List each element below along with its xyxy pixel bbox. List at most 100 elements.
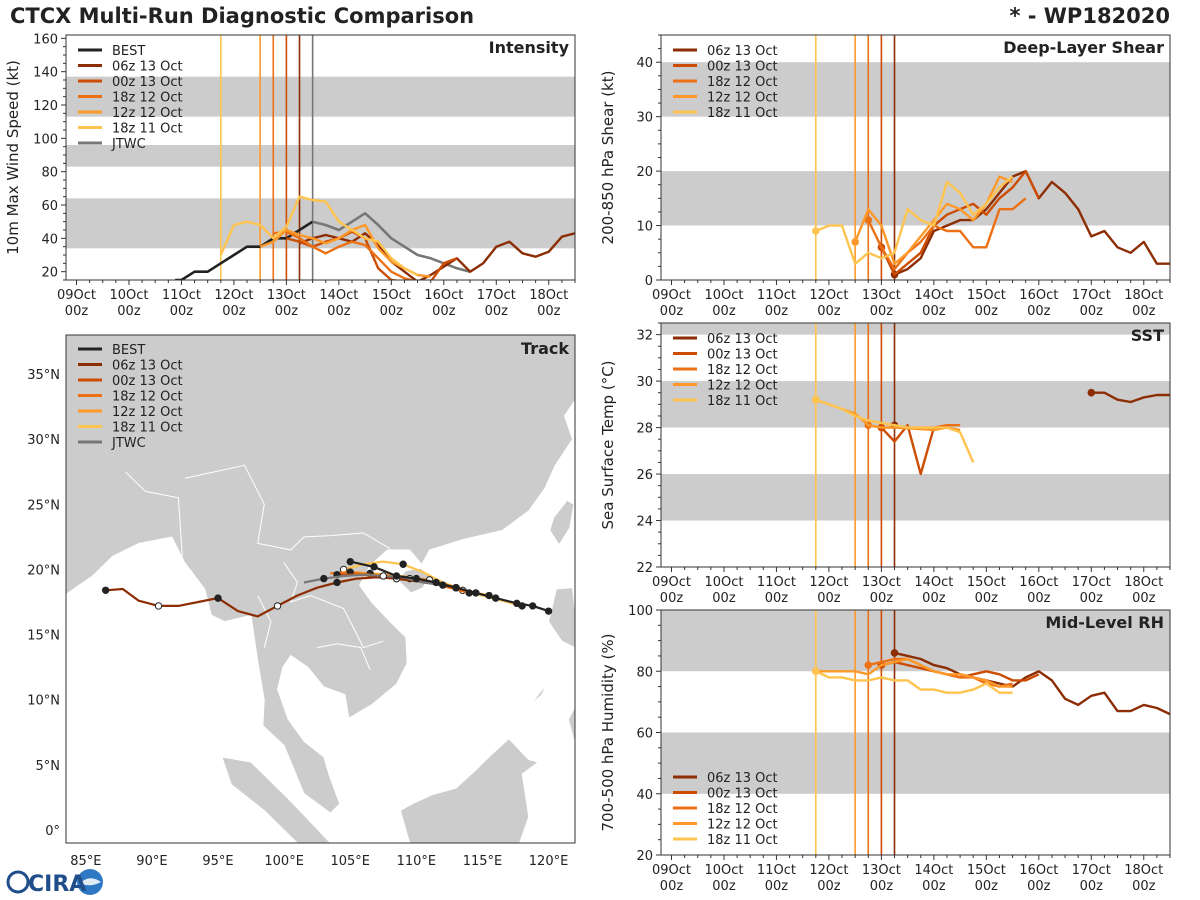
legend-label-00z-13-oct: 00z 13 Oct — [707, 348, 778, 363]
x-tick-label: 12Oct — [809, 863, 848, 878]
rh-band-1 — [661, 610, 1170, 672]
sst-band-1 — [661, 381, 1170, 428]
x-tick-label-hour: 00z — [817, 879, 841, 894]
x-tick-label: 11Oct — [757, 288, 796, 303]
intensity-series-best-0 — [175, 220, 314, 280]
x-tick-label-hour: 00z — [117, 304, 141, 319]
x-tick-label: 14Oct — [914, 575, 953, 590]
track-point-06z-13-oct — [333, 578, 341, 587]
x-tick-label: 13Oct — [862, 575, 901, 590]
lat-label: 15°N — [27, 629, 60, 644]
track-point-best — [412, 574, 421, 583]
x-tick-label-hour: 00z — [327, 304, 351, 319]
x-tick-label: 13Oct — [267, 288, 306, 303]
x-tick-label-hour: 00z — [765, 304, 789, 319]
y-tick-label: 32 — [636, 329, 653, 344]
x-tick-label-hour: 00z — [922, 304, 946, 319]
x-tick-label: 16Oct — [424, 288, 463, 303]
track-point-06z-13-oct — [154, 602, 163, 610]
x-tick-label: 10Oct — [704, 575, 743, 590]
x-tick-label-hour: 00z — [712, 304, 736, 319]
track-panel-title: Track — [521, 339, 569, 358]
track-point-best — [452, 583, 460, 592]
intensity-band-1 — [66, 145, 575, 167]
x-tick-label-hour: 00z — [922, 879, 946, 894]
shear-band-0 — [661, 171, 1170, 226]
intensity-x-axis: 09Oct00z10Oct00z11Oct00z12Oct00z13Oct00z… — [57, 280, 576, 319]
sst-start-marker-18z-11-oct-5 — [811, 395, 820, 404]
legend-label-12z-12-oct: 12z 12 Oct — [112, 106, 183, 121]
x-tick-label-hour: 00z — [870, 879, 894, 894]
x-tick-label-hour: 00z — [1027, 591, 1051, 606]
y-tick-label: 28 — [636, 422, 653, 437]
x-tick-label-hour: 00z — [817, 304, 841, 319]
land-sri-lanka — [18, 704, 43, 752]
intensity-y-axis: 20 40 60 80 100 120 140 160 — [33, 32, 66, 281]
y-tick-label: 120 — [33, 99, 58, 114]
x-tick-label-hour: 00z — [485, 304, 509, 319]
x-tick-label: 14Oct — [914, 288, 953, 303]
x-tick-label: 12Oct — [214, 288, 253, 303]
x-tick-label-hour: 00z — [170, 304, 194, 319]
intensity-frame — [65, 34, 576, 281]
shear-start-marker-18z-12-oct-2 — [864, 216, 873, 224]
lat-label: 20°N — [27, 563, 60, 578]
sst-series-06z-13-oct-1 — [1091, 391, 1170, 404]
y-tick-label: 160 — [33, 32, 58, 47]
legend-label-00z-13-oct: 00z 13 Oct — [707, 787, 778, 802]
y-tick-label: 40 — [41, 232, 58, 247]
shear-y-label: 200-850 hPa Shear (kt) — [599, 71, 617, 245]
x-tick-label: 10Oct — [704, 863, 743, 878]
legend-label-18z-12-oct: 18z 12 Oct — [707, 363, 778, 378]
y-tick-label: 100 — [628, 604, 653, 619]
sst-x-axis: 09Oct00z10Oct00z11Oct00z12Oct00z13Oct00z… — [652, 567, 1171, 606]
x-tick-label-hour: 00z — [712, 879, 736, 894]
y-tick-label: 0 — [645, 274, 653, 289]
rh-start-marker-18z-12-oct-2 — [864, 661, 873, 669]
land-taiwan — [549, 499, 575, 546]
track-point-best — [370, 563, 378, 571]
x-tick-label: 15Oct — [967, 575, 1006, 590]
x-tick-label: 16Oct — [1019, 575, 1058, 590]
x-tick-label: 10Oct — [704, 288, 743, 303]
sst-band-0 — [661, 474, 1170, 521]
lat-label: 25°N — [27, 498, 60, 513]
legend-label-12z-12-oct: 12z 12 Oct — [707, 379, 778, 394]
land-asia-mainland — [66, 335, 575, 814]
lon-label: 110°E — [397, 854, 437, 869]
legend-label-18z-11-oct: 18z 11 Oct — [707, 833, 778, 848]
x-tick-label: 17Oct — [1072, 575, 1111, 590]
shear-panel-title: Deep-Layer Shear — [1003, 38, 1164, 57]
shear-start-marker-12z-12-oct-3 — [851, 238, 859, 246]
x-tick-label: 18Oct — [529, 288, 568, 303]
shear-start-marker-18z-11-oct-4 — [811, 227, 820, 235]
lat-label: 30°N — [27, 433, 60, 448]
legend-label-12z-12-oct: 12z 12 Oct — [707, 91, 778, 106]
y-tick-label: 140 — [33, 66, 58, 81]
legend-label-jtwc: JTWC — [111, 137, 146, 152]
x-tick-label: 12Oct — [809, 288, 848, 303]
country-border-3 — [317, 643, 371, 670]
rh-start-marker-06z-13-oct-0 — [890, 649, 899, 657]
lat-label: 35°N — [27, 368, 60, 383]
lon-label: 100°E — [264, 854, 304, 869]
country-border-4 — [125, 471, 183, 557]
legend-label-06z-13-oct: 06z 13 Oct — [112, 359, 183, 374]
sst-start-marker-06z-13-oct-1 — [1087, 388, 1096, 397]
shear-x-axis: 09Oct00z10Oct00z11Oct00z12Oct00z13Oct00z… — [652, 280, 1171, 319]
sst-panel-title: SST — [1131, 326, 1164, 345]
x-tick-label: 17Oct — [1072, 863, 1111, 878]
track-point-best — [432, 578, 440, 587]
cira-logo: CIRA — [4, 866, 108, 898]
x-tick-label: 09Oct — [652, 863, 691, 878]
lon-label: 120°E — [529, 854, 569, 869]
shear-y-axis: 0 10 20 30 40 — [636, 34, 661, 289]
shear-plot-area — [661, 35, 1170, 280]
x-tick-label-hour: 00z — [1132, 879, 1156, 894]
shear-band-1 — [661, 62, 1170, 117]
y-tick-label: 30 — [636, 375, 653, 390]
y-tick-label: 24 — [636, 515, 653, 530]
legend-label-12z-12-oct: 12z 12 Oct — [112, 405, 183, 420]
